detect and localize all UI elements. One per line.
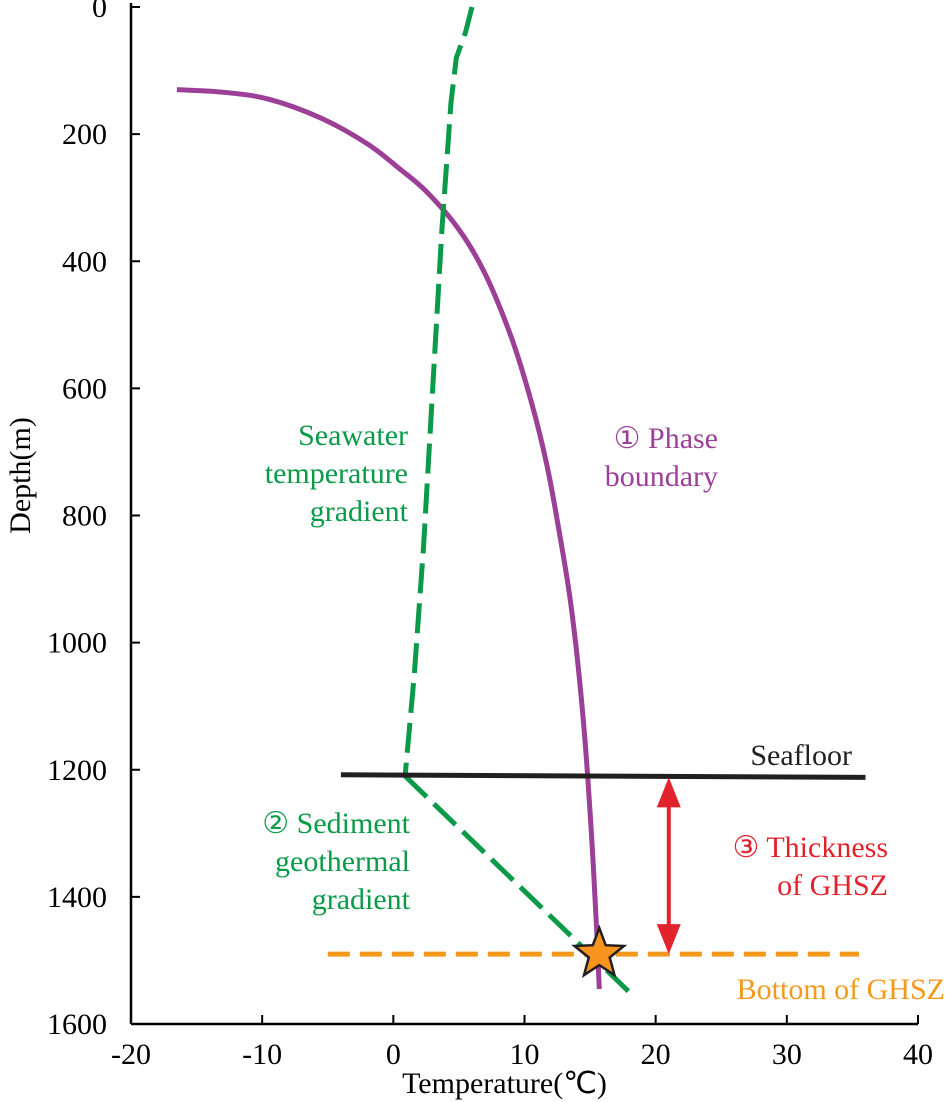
seawater-gradient-label: gradient xyxy=(310,495,409,528)
x-tick-label: 20 xyxy=(641,1038,671,1071)
x-tick-label: 30 xyxy=(772,1038,802,1071)
thickness-label: of GHSZ xyxy=(777,869,888,902)
seawater-gradient-label: temperature xyxy=(265,457,408,490)
x-tick-label: -20 xyxy=(111,1038,151,1071)
seawater-gradient-label: Seawater xyxy=(298,419,408,452)
x-tick-label: 40 xyxy=(903,1038,933,1071)
x-tick-label: -10 xyxy=(242,1038,282,1071)
sediment-gradient-label: geothermal xyxy=(275,845,410,878)
y-tick-label: 1400 xyxy=(47,881,107,914)
phase-boundary-curve xyxy=(176,87,602,990)
thickness-label: ③ Thickness xyxy=(733,831,889,864)
x-tick-label: 0 xyxy=(386,1038,401,1071)
x-axis-title: Temperature(℃) xyxy=(402,1067,607,1100)
annotation-layer: Seawater temperature gradient ① Phase bounda… xyxy=(262,419,945,1006)
y-tick-label: 0 xyxy=(92,0,107,24)
y-axis-title: Depth(m) xyxy=(4,417,37,534)
seawater-gradient-line xyxy=(402,6,475,777)
sediment-gradient-label: ② Sediment xyxy=(262,807,410,840)
bottom-ghsz-label: Bottom of GHSZ xyxy=(737,973,945,1006)
thickness-arrow-head-bottom xyxy=(656,924,681,955)
y-tick-label: 1600 xyxy=(47,1008,107,1041)
axes: -20 -10 0 10 20 30 400200400600800100012001400… xyxy=(4,0,933,1100)
sediment-gradient-label: gradient xyxy=(312,883,411,916)
seafloor-line xyxy=(340,772,866,780)
x-tick-label: 10 xyxy=(510,1038,540,1071)
thickness-arrow-head-top xyxy=(656,777,681,808)
seafloor-label: Seafloor xyxy=(750,739,852,772)
y-tick-label: 1000 xyxy=(47,627,107,660)
y-tick-label: 400 xyxy=(62,245,107,278)
phase-boundary-label: ① Phase xyxy=(614,422,718,455)
y-tick-label: 1200 xyxy=(47,754,107,787)
phase-boundary-label: boundary xyxy=(605,460,718,493)
y-tick-label: 600 xyxy=(62,372,107,405)
y-tick-label: 800 xyxy=(62,500,107,533)
star-marker xyxy=(571,924,628,978)
y-tick-label: 200 xyxy=(62,118,107,151)
